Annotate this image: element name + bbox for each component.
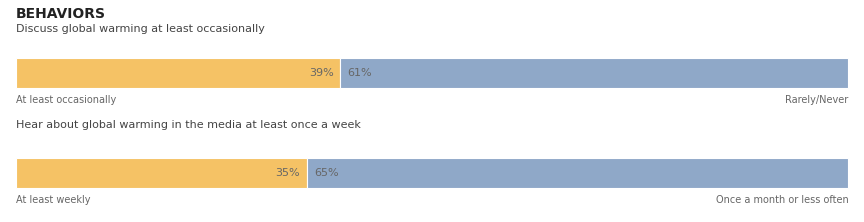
Text: 35%: 35% [276,168,300,178]
Bar [340,58,848,88]
Text: Once a month or less often: Once a month or less often [715,195,848,205]
Bar [16,158,307,188]
Text: 65%: 65% [314,168,339,178]
Text: Rarely/Never: Rarely/Never [785,95,848,105]
Text: At least occasionally: At least occasionally [16,95,116,105]
Text: Hear about global warming in the media at least once a week: Hear about global warming in the media a… [16,120,360,130]
Text: Discuss global warming at least occasionally: Discuss global warming at least occasion… [16,24,264,34]
Text: 61%: 61% [347,68,372,78]
Bar [16,58,340,88]
Text: 39%: 39% [308,68,334,78]
Bar [307,158,848,188]
Text: BEHAVIORS: BEHAVIORS [16,7,105,21]
Text: At least weekly: At least weekly [16,195,90,205]
